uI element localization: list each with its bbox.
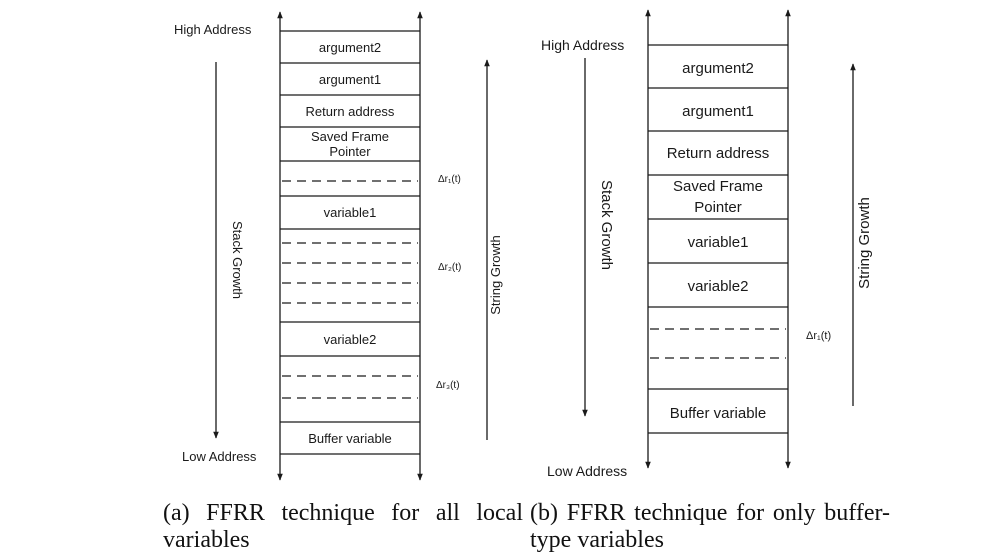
cell-argument1: argument1 bbox=[319, 72, 381, 87]
delta-r2-label: Δr₂(t) bbox=[438, 262, 461, 273]
low-address-label: Low Address bbox=[547, 463, 627, 479]
delta-r3-label: Δr₃(t) bbox=[436, 380, 460, 391]
cell-variable1: variable1 bbox=[688, 234, 749, 251]
low-address-label: Low Address bbox=[182, 449, 257, 464]
high-address-label: High Address bbox=[541, 37, 624, 53]
panel-a-labels: High Address Low Address argument2 argum… bbox=[174, 22, 503, 464]
cell-saved-frame-pointer-line2: Pointer bbox=[694, 199, 742, 216]
high-address-label: High Address bbox=[174, 22, 252, 37]
caption-panel-b: (b) FFRR technique for only buffer-type … bbox=[530, 500, 890, 553]
stack-growth-label: Stack Growth bbox=[230, 221, 245, 299]
cell-buffer-variable: Buffer variable bbox=[308, 431, 392, 446]
string-growth-label: String Growth bbox=[856, 197, 873, 289]
delta-r1-label: Δr₁(t) bbox=[806, 330, 831, 342]
cell-argument2: argument2 bbox=[682, 60, 754, 77]
delta-r1-label: Δr₁(t) bbox=[438, 174, 461, 185]
panel-b-labels: High Address Low Address argument2 argum… bbox=[541, 37, 873, 479]
panel-a bbox=[213, 11, 490, 481]
cell-saved-frame-pointer-line2: Pointer bbox=[329, 144, 371, 159]
cell-saved-frame-pointer-line1: Saved Frame bbox=[673, 178, 763, 195]
cell-saved-frame-pointer-line1: Saved Frame bbox=[311, 129, 389, 144]
cell-return-address: Return address bbox=[306, 104, 395, 119]
caption-panel-a: (a) FFRR technique for all local variabl… bbox=[163, 500, 523, 553]
cell-argument2: argument2 bbox=[319, 40, 381, 55]
cell-variable1: variable1 bbox=[324, 205, 377, 220]
cell-variable2: variable2 bbox=[688, 278, 749, 295]
cell-return-address: Return address bbox=[667, 145, 770, 162]
panel-b bbox=[582, 9, 856, 469]
stack-growth-label: Stack Growth bbox=[598, 180, 615, 270]
cell-variable2: variable2 bbox=[324, 332, 377, 347]
string-growth-label: String Growth bbox=[488, 235, 503, 314]
cell-buffer-variable: Buffer variable bbox=[670, 405, 766, 422]
cell-argument1: argument1 bbox=[682, 103, 754, 120]
